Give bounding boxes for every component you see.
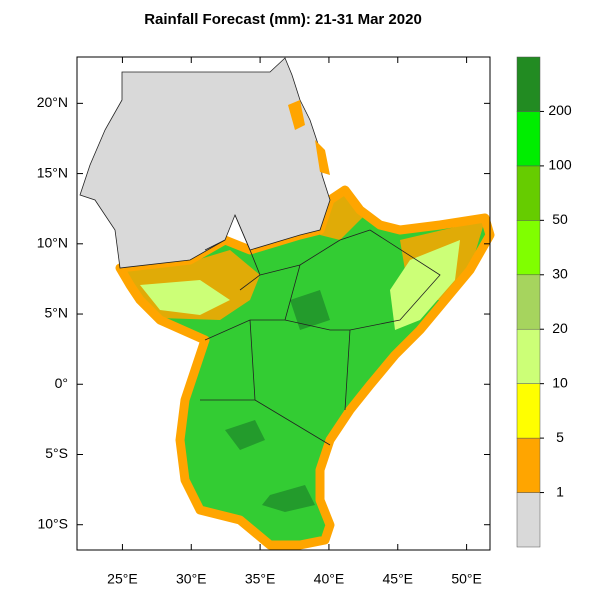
colorbar-segment [516,165,541,221]
x-tick-label: 50°E [451,571,482,587]
colorbar-segment [516,220,541,276]
x-tick-label: 40°E [314,571,345,587]
y-tick-label: 15°N [37,164,68,180]
colorbar-label: 30 [552,265,568,281]
colorbar-segment [516,492,541,548]
map-land [79,57,495,550]
y-tick-label: 10°S [37,515,68,531]
x-tick-label: 35°E [245,571,276,587]
map-title: Rainfall Forecast (mm): 21-31 Mar 2020 [144,11,422,28]
colorbar-segment [516,383,541,439]
colorbar-segment [516,437,541,493]
x-tick-label: 25°E [107,571,138,587]
y-tick-label: 5°S [45,445,68,461]
map-frame [76,56,491,551]
heavy-rain-zone [225,290,330,512]
country-border [200,214,441,446]
colorbar-label: 5 [556,429,564,445]
no-rain-area [79,57,331,269]
colorbar-segment [516,56,541,112]
colorbar-label: 50 [552,211,568,227]
colorbar-label: 200 [548,102,572,118]
coast-fringe [288,100,330,175]
y-tick-label: 5°N [45,305,69,321]
x-tick-label: 45°E [383,571,414,587]
colorbar-label: 1 [556,483,564,499]
x-tick-label: 30°E [176,571,207,587]
colorbar-label: 20 [552,320,568,336]
light-rain-zone [140,240,460,330]
colorbar-segment [516,111,541,167]
y-tick-label: 20°N [37,94,68,110]
colorbar-label: 10 [552,374,568,390]
y-tick-label: 10°N [37,235,68,251]
colorbar-segment [516,274,541,330]
colorbar-label: 100 [548,157,572,173]
colorbar-segment [516,328,541,384]
y-tick-label: 0° [55,375,68,391]
